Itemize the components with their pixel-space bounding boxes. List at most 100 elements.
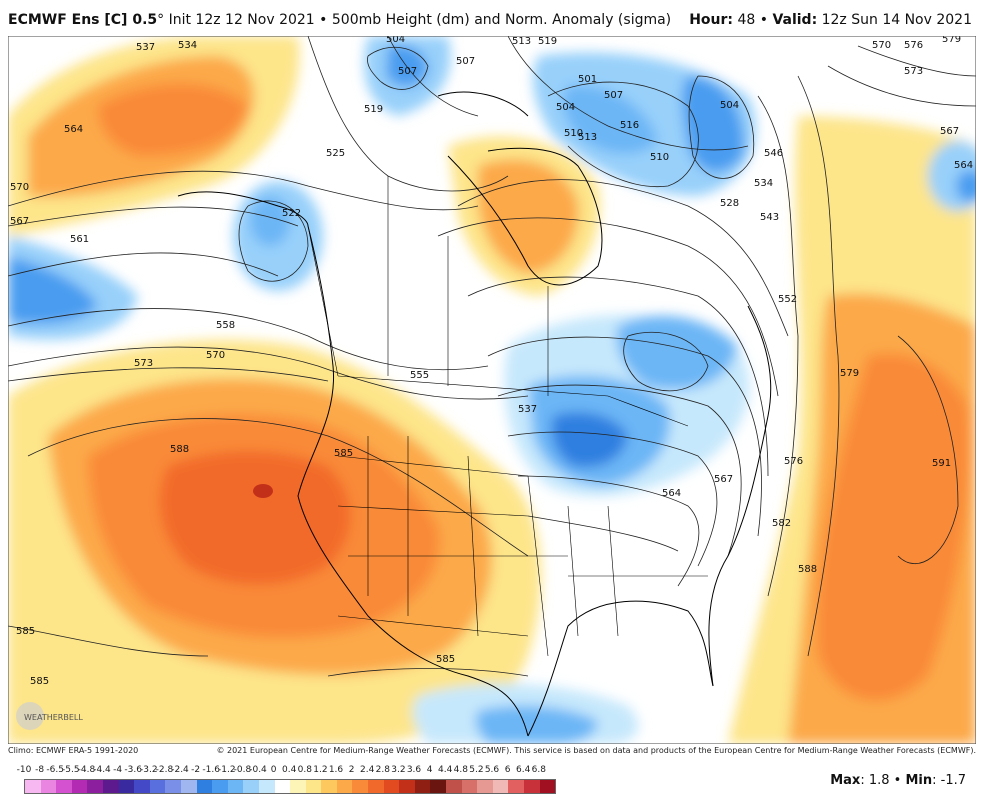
colorbar-swatch: [336, 780, 353, 793]
contour-label: 585: [436, 654, 455, 665]
contour-label: 561: [70, 234, 89, 245]
colorbar-swatch: [321, 780, 337, 793]
valid-time: Hour: 48 • Valid: 12z Sun 14 Nov 2021: [689, 12, 972, 28]
colorbar-label: -4.8: [77, 765, 96, 775]
colorbar-label: -4: [113, 765, 123, 775]
contour-label: 567: [10, 216, 29, 227]
contour-labels: 537 534 564 570 567 561 558 573 570 588 …: [10, 36, 973, 687]
contour-label: 507: [398, 66, 417, 77]
contour-label: 552: [778, 294, 797, 305]
contour-label: 585: [16, 626, 35, 637]
colorbar-swatch: [87, 780, 103, 793]
contour-label: 567: [714, 474, 733, 485]
contour-label: 573: [904, 66, 923, 77]
contour-label: 564: [954, 160, 973, 171]
colorbar-swatches: [24, 779, 557, 794]
contour-label: 537: [518, 404, 537, 415]
contour-label: 522: [282, 208, 301, 219]
colorbar-label: -8: [35, 765, 45, 775]
colorbar-swatch: [368, 780, 384, 793]
contour-label: 546: [764, 148, 783, 159]
contour-label: 564: [64, 124, 83, 135]
colorbar-label: 2.4: [360, 765, 375, 775]
colorbar-swatch: [274, 780, 291, 793]
max-min-stats: Max: 1.8 • Min: -1.7: [830, 773, 966, 788]
contour-label: 504: [720, 100, 739, 111]
contour-label: 576: [784, 456, 803, 467]
colorbar-label: -5.5: [62, 765, 80, 775]
colorbar-label: -1.6: [202, 765, 220, 775]
colorbar-swatch: [196, 780, 213, 793]
contour-label: 516: [620, 120, 639, 131]
contour-label: 507: [456, 56, 475, 67]
contour-label: 573: [134, 358, 153, 369]
contour-label: 519: [364, 104, 383, 115]
colorbar-label: 0.4: [282, 765, 297, 775]
anomaly-map: 537 534 564 570 567 561 558 573 570 588 …: [8, 36, 976, 744]
colorbar-swatch: [539, 780, 556, 793]
colorbar-label: -2.4: [171, 765, 189, 775]
contour-label: 513: [578, 132, 597, 143]
colorbar-swatch: [40, 780, 57, 793]
contour-label: 558: [216, 320, 235, 331]
colorbar-label: 6.4: [516, 765, 531, 775]
colorbar: -10 -8 -6.5 -5.5 -4.8 -4.4 -4 -3.6 -3.2 -2.8 -2.4-…: [14, 765, 702, 803]
colorbar-swatch: [399, 780, 415, 793]
colorbar-label: 0.8: [297, 765, 312, 775]
colorbar-swatch: [492, 780, 509, 793]
colorbar-swatch: [180, 780, 197, 793]
colorbar-label: 5.2: [469, 765, 484, 775]
colorbar-label: 0: [270, 765, 277, 775]
colorbar-label: -2.8: [155, 765, 174, 775]
colorbar-swatch: [243, 780, 259, 793]
contour-label: 585: [30, 676, 49, 687]
colorbar-label: -4.4: [93, 765, 111, 775]
contour-label: 504: [386, 36, 405, 45]
colorbar-label: -2: [191, 765, 201, 775]
colorbar-swatch: [134, 780, 150, 793]
colorbar-swatch: [414, 780, 431, 793]
colorbar-swatch: [56, 780, 72, 793]
contour-label: 582: [772, 518, 791, 529]
contour-label: 543: [760, 212, 779, 223]
colorbar-swatch: [446, 780, 462, 793]
colorbar-label: 1.6: [328, 765, 344, 775]
colorbar-label: -6.5: [46, 765, 64, 775]
colorbar-label: 2: [348, 765, 355, 775]
contour-label: 576: [904, 40, 923, 51]
colorbar-swatch: [383, 780, 400, 793]
colorbar-label: 6.8: [531, 765, 546, 775]
contour-label: 588: [170, 444, 189, 455]
colorbar-swatch: [352, 780, 369, 793]
colorbar-swatch: [25, 780, 41, 793]
contour-label: 513: [512, 36, 531, 47]
contour-label: 570: [206, 350, 225, 361]
colorbar-label: 3.2: [391, 765, 406, 775]
colorbar-swatch: [118, 780, 135, 793]
contour-label: 537: [136, 42, 155, 53]
contour-label: 579: [942, 36, 961, 45]
contour-label: 534: [754, 178, 773, 189]
contour-label: 534: [178, 40, 197, 51]
colorbar-label: 1.2: [313, 765, 328, 775]
contour-label: 570: [872, 40, 891, 51]
contour-label: 585: [334, 448, 353, 459]
colorbar-swatch: [149, 780, 166, 793]
colorbar-label: 4.4: [438, 765, 453, 775]
colorbar-swatch: [508, 780, 524, 793]
colorbar-swatch: [165, 780, 181, 793]
political-borders: [307, 176, 708, 657]
colorbar-labels: -10 -8 -6.5 -5.5 -4.8 -4.4 -4 -3.6 -3.2 -2.8 -2.4-…: [14, 765, 702, 777]
colorbar-swatch: [71, 780, 88, 793]
contour-label: 528: [720, 198, 739, 209]
contour-label: 504: [556, 102, 575, 113]
colorbar-label: -10: [16, 765, 32, 775]
contour-label: 525: [326, 148, 345, 159]
colorbar-label: -1.2: [218, 765, 236, 775]
contour-label: 564: [662, 488, 681, 499]
colorbar-swatch: [430, 780, 447, 793]
colorbar-swatch: [212, 780, 228, 793]
contour-label: 507: [604, 90, 623, 101]
contour-label: 591: [932, 458, 951, 469]
colorbar-label: -3.2: [140, 765, 158, 775]
